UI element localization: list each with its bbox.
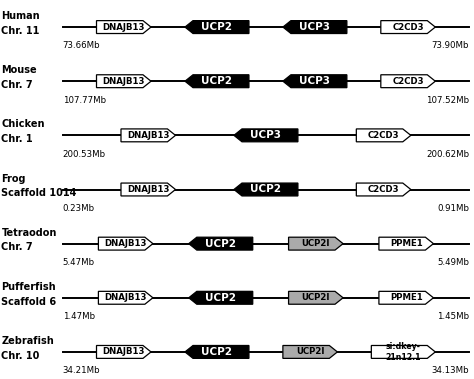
Polygon shape	[97, 20, 151, 33]
Text: Chr. 7: Chr. 7	[1, 243, 33, 252]
Text: DNAJB13: DNAJB13	[104, 239, 147, 248]
Text: DNAJB13: DNAJB13	[102, 348, 145, 356]
Text: PPME1: PPME1	[390, 239, 422, 248]
Polygon shape	[234, 129, 298, 142]
Text: DNAJB13: DNAJB13	[104, 293, 147, 302]
Text: UCP2l: UCP2l	[296, 348, 324, 356]
Text: UCP3: UCP3	[250, 130, 282, 140]
Text: UCP2l: UCP2l	[301, 293, 330, 302]
Polygon shape	[356, 183, 411, 196]
Text: Chicken: Chicken	[1, 119, 45, 129]
Text: C2CD3: C2CD3	[368, 185, 400, 194]
Text: C2CD3: C2CD3	[368, 131, 400, 140]
Polygon shape	[99, 237, 153, 250]
Text: DNAJB13: DNAJB13	[102, 77, 145, 86]
Text: UCP2: UCP2	[201, 76, 232, 86]
Polygon shape	[234, 183, 298, 196]
Text: 107.77Mb: 107.77Mb	[63, 96, 106, 105]
Polygon shape	[189, 237, 253, 250]
Text: 73.66Mb: 73.66Mb	[63, 41, 100, 50]
Polygon shape	[189, 291, 253, 304]
Text: si:dkey-
21n12.1: si:dkey- 21n12.1	[385, 342, 421, 362]
Polygon shape	[379, 291, 433, 304]
Text: 0.91Mb: 0.91Mb	[437, 204, 469, 213]
Text: UCP2: UCP2	[250, 185, 282, 194]
Polygon shape	[97, 346, 151, 359]
Text: Pufferfish: Pufferfish	[1, 282, 56, 292]
Text: C2CD3: C2CD3	[392, 23, 424, 31]
Polygon shape	[283, 20, 347, 33]
Polygon shape	[121, 129, 175, 142]
Text: DNAJB13: DNAJB13	[127, 185, 170, 194]
Text: UCP2l: UCP2l	[301, 239, 330, 248]
Polygon shape	[356, 129, 411, 142]
Text: PPME1: PPME1	[390, 293, 422, 302]
Text: 5.49Mb: 5.49Mb	[437, 258, 469, 267]
Polygon shape	[185, 20, 249, 33]
Polygon shape	[283, 346, 337, 359]
Text: UCP2: UCP2	[205, 239, 236, 249]
Text: Chr. 11: Chr. 11	[1, 26, 40, 36]
Text: UCP3: UCP3	[300, 22, 330, 32]
Text: C2CD3: C2CD3	[392, 77, 424, 86]
Text: Scaffold 6: Scaffold 6	[1, 297, 56, 307]
Text: Scaffold 1014: Scaffold 1014	[1, 188, 77, 198]
Text: Frog: Frog	[1, 174, 26, 183]
Polygon shape	[289, 237, 343, 250]
Polygon shape	[379, 237, 433, 250]
Polygon shape	[283, 75, 347, 88]
Text: 34.21Mb: 34.21Mb	[63, 366, 100, 375]
Polygon shape	[185, 346, 249, 359]
Text: UCP3: UCP3	[300, 76, 330, 86]
Text: 5.47Mb: 5.47Mb	[63, 258, 95, 267]
Text: Tetraodon: Tetraodon	[1, 228, 57, 238]
Text: 107.52Mb: 107.52Mb	[426, 96, 469, 105]
Text: Chr. 1: Chr. 1	[1, 134, 33, 144]
Text: Chr. 7: Chr. 7	[1, 80, 33, 90]
Text: UCP2: UCP2	[201, 347, 232, 357]
Polygon shape	[99, 291, 153, 304]
Polygon shape	[185, 75, 249, 88]
Polygon shape	[289, 291, 343, 304]
Text: DNAJB13: DNAJB13	[127, 131, 170, 140]
Text: 200.53Mb: 200.53Mb	[63, 150, 106, 159]
Text: DNAJB13: DNAJB13	[102, 23, 145, 31]
Polygon shape	[97, 75, 151, 88]
Text: 200.62Mb: 200.62Mb	[426, 150, 469, 159]
Text: 0.23Mb: 0.23Mb	[63, 204, 95, 213]
Text: Chr. 10: Chr. 10	[1, 351, 40, 361]
Polygon shape	[381, 75, 435, 88]
Text: UCP2: UCP2	[201, 22, 232, 32]
Polygon shape	[121, 183, 175, 196]
Text: Zebrafish: Zebrafish	[1, 336, 54, 346]
Polygon shape	[371, 346, 435, 359]
Text: 1.47Mb: 1.47Mb	[63, 312, 95, 321]
Polygon shape	[381, 20, 435, 33]
Text: Human: Human	[1, 11, 40, 21]
Text: Mouse: Mouse	[1, 65, 37, 75]
Text: 1.45Mb: 1.45Mb	[437, 312, 469, 321]
Text: UCP2: UCP2	[205, 293, 236, 303]
Text: 34.13Mb: 34.13Mb	[432, 366, 469, 375]
Text: 73.90Mb: 73.90Mb	[432, 41, 469, 50]
